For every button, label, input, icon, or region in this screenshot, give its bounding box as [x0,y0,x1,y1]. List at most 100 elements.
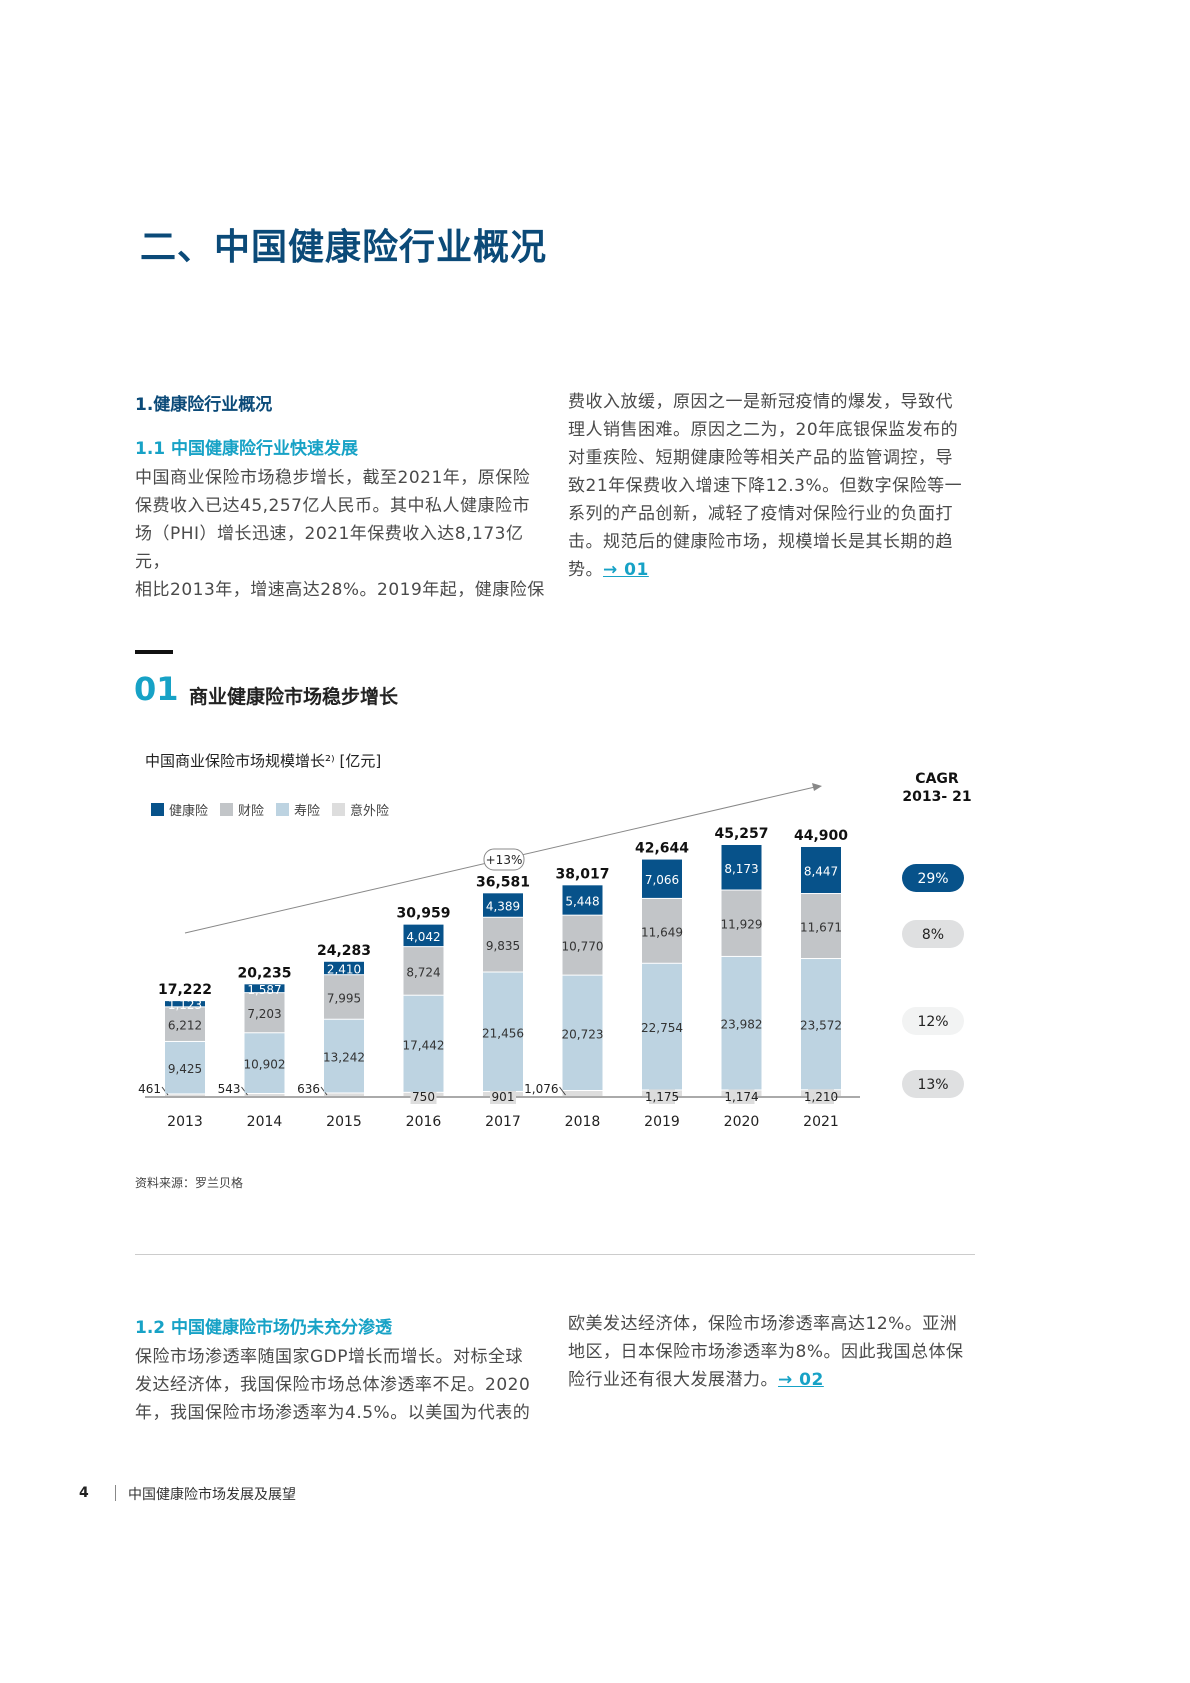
data-label-bg [649,1088,675,1104]
bar-segment-2015-健康险 [324,961,364,975]
total-label: 44,900 [794,828,848,844]
data-label: 23,982 [721,1018,763,1032]
bar-segment-2017-寿险 [483,972,523,1091]
data-label: 13,242 [323,1051,365,1065]
bar-segment-2018-财险 [562,915,603,975]
data-label-bg [490,1088,516,1104]
x-tick-label: 2016 [406,1114,442,1130]
data-label: 750 [412,1090,435,1104]
bar-segment-2013-意外险 [165,1094,205,1096]
data-label-bg [808,1088,834,1104]
bar-segment-2019-健康险 [642,859,682,898]
data-label: 11,649 [641,925,683,939]
data-label: 1,210 [804,1090,838,1104]
bar-segment-2014-意外险 [244,1093,285,1096]
cagr-title: CAGR [915,771,959,787]
bar-segment-2013-健康险 [165,1001,205,1007]
data-label: 11,671 [800,921,842,935]
bar-segment-2015-寿险 [324,1019,364,1093]
cagr-value: 12% [917,1014,948,1030]
section-heading: 1.健康险行业概况 [135,395,273,415]
page-number: 4 [79,1485,89,1501]
text-line: 对重疾险、短期健康险等相关产品的监管调控，导 [568,448,953,468]
total-label: 17,222 [158,982,212,998]
total-label: 24,283 [317,943,371,959]
data-label: 4,389 [486,900,520,914]
data-label: 6,212 [168,1019,202,1033]
data-label: 10,902 [244,1058,286,1072]
data-label: 901 [492,1090,515,1104]
data-label: 2,410 [327,963,361,977]
bar-segment-2018-意外险 [562,1091,603,1096]
data-label: 461 [138,1082,161,1096]
bar-segment-2013-寿险 [165,1041,205,1094]
bar-segment-2021-财险 [801,894,841,959]
divider [135,1254,975,1255]
trend-annotation-pill [483,848,525,871]
cagr-title: 2013- 21 [902,789,971,805]
data-label: 22,754 [641,1021,683,1035]
paragraph-col1: 保险市场渗透率随国家GDP增长而增长。对标全球 发达经济体，我国保险市场总体渗透… [135,1343,555,1427]
legend-item: 意外险 [332,800,389,819]
cagr-pill-意外险 [902,1070,964,1098]
figure-link-02[interactable]: → 02 [778,1370,824,1390]
accent-bar [135,650,173,654]
paragraph-col2: 费收入放缓，原因之一是新冠疫情的爆发，导致代 理人销售困难。原因之二为，20年底… [568,388,988,584]
legend-swatch [151,803,164,816]
bar-segment-2021-健康险 [801,847,841,894]
data-label: 1,076 [524,1082,558,1096]
bar-segment-2015-财险 [324,975,364,1019]
figure-title: 商业健康险市场稳步增长 [189,686,399,708]
bar-segment-2014-财险 [244,993,285,1033]
bar-segment-2016-健康险 [403,924,444,947]
bar-segment-2020-寿险 [721,956,762,1090]
source-note: 资料来源：罗兰贝格 [135,1176,244,1190]
text-line: 发达经济体，我国保险市场总体渗透率不足。2020 [135,1375,531,1395]
x-tick-label: 2013 [167,1114,203,1130]
paragraph-col1: 中国商业保险市场稳步增长，截至2021年，原保险 保费收入已达45,257亿人民… [135,464,555,604]
subsection-heading: 1.1 中国健康险行业快速发展 [135,439,359,459]
text-line: 击。规范后的健康险市场，规模增长是其长期的趋 [568,532,953,552]
data-label: 8,447 [804,865,838,879]
bar-segment-2017-财险 [483,917,523,972]
chart-legend: 健康险 财险 寿险 意外险 [151,800,389,819]
bar-segment-2021-寿险 [801,959,841,1090]
bar-segment-2014-健康险 [244,984,285,993]
chart-title: 中国商业保险市场规模增长²⁾ [亿元] [145,752,382,770]
text-line: 费收入放缓，原因之一是新冠疫情的爆发，导致代 [568,392,953,412]
data-label: 9,425 [168,1062,202,1076]
data-label: 7,203 [247,1007,281,1021]
text-line: 相比2013年，增速高达28%。2019年起，健康险保 [135,580,545,600]
x-tick-label: 2015 [326,1114,362,1130]
footer-separator [115,1485,116,1501]
data-label: 9,835 [486,939,520,953]
x-tick-label: 2021 [803,1114,839,1130]
figure-link-01[interactable]: → 01 [603,560,649,580]
legend-swatch [220,803,234,816]
legend-label: 财险 [238,804,265,819]
bar-segment-2017-健康险 [483,893,523,917]
data-label: 7,066 [645,873,679,887]
text-line: 致21年保费收入增速下降12.3%。但数字保险等一 [568,476,963,496]
data-label-bg [728,1088,755,1104]
legend-label: 健康险 [169,804,209,819]
footer-title: 中国健康险市场发展及展望 [128,1487,296,1503]
cagr-pill-财险 [902,920,964,948]
data-label: 8,173 [724,862,758,876]
text-line: 地区，日本保险市场渗透率为8%。因此我国总体保 [568,1342,964,1362]
subsection-heading: 1.2 中国健康险市场仍未充分渗透 [135,1318,393,1338]
legend-label: 寿险 [294,804,321,819]
bar-segment-2020-财险 [721,890,762,956]
x-tick-label: 2017 [485,1114,521,1130]
cagr-pill-寿险 [902,1007,964,1035]
text-line: 中国商业保险市场稳步增长，截至2021年，原保险 [135,468,531,488]
total-label: 45,257 [714,826,768,842]
data-label: 4,042 [406,930,440,944]
figure-number: 01 [134,670,179,708]
text-line: 势。 [568,560,603,580]
bar-segment-2015-意外险 [324,1093,364,1096]
bar-segment-2013-财险 [165,1007,205,1041]
total-label: 42,644 [635,841,689,857]
legend-item: 健康险 [151,800,208,819]
